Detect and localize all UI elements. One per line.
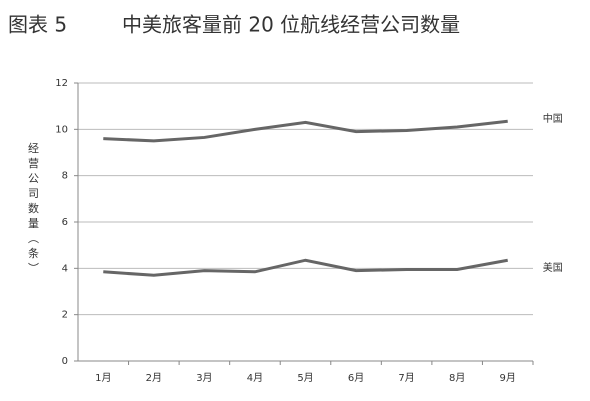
y-tick-label: 12: [55, 78, 68, 89]
y-tick-label: 10: [55, 124, 68, 135]
series-line: [103, 119, 508, 143]
x-tick-label: 6月: [348, 372, 364, 384]
figure-label: 图表 5: [8, 13, 67, 37]
y-tick-label: 2: [62, 310, 68, 321]
series-label: 美国: [543, 261, 563, 274]
y-tick-label: 0: [62, 356, 68, 367]
y-axis-label: 经营公司数量（条）: [27, 142, 40, 277]
x-tick-label: 3月: [196, 372, 212, 384]
y-tick-label: 4: [62, 263, 68, 274]
x-tick-label: 9月: [500, 372, 516, 384]
x-tick-label: 5月: [297, 372, 313, 384]
chart-title: 中美旅客量前 20 位航线经营公司数量: [122, 13, 460, 37]
x-tick-label: 4月: [247, 372, 263, 384]
series-line: [103, 258, 508, 277]
y-tick-label: 6: [62, 217, 68, 228]
y-tick-label: 8: [62, 171, 68, 182]
x-tick-label: 8月: [449, 372, 465, 384]
x-tick-label: 7月: [398, 372, 414, 384]
x-tick-label: 2月: [146, 372, 162, 384]
x-tick-label: 1月: [95, 372, 111, 384]
series-label: 中国: [543, 112, 563, 125]
